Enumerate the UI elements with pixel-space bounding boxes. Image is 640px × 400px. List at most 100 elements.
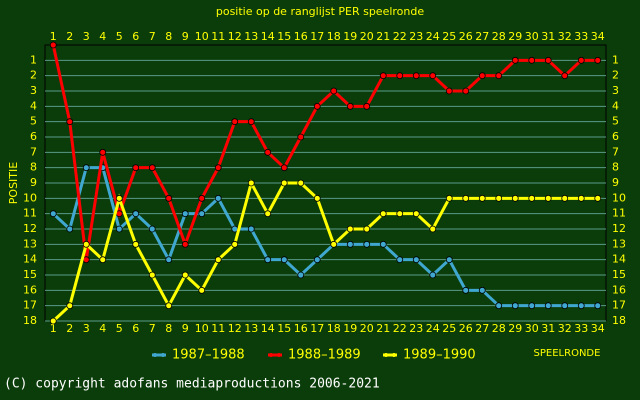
legend-marker: [161, 353, 165, 357]
y-tick-label: 16: [23, 283, 37, 296]
point: [99, 148, 107, 156]
legend-marker: [269, 353, 273, 357]
x-tick-label-top: 24: [426, 30, 440, 43]
x-tick-label: 2: [66, 322, 73, 335]
x-tick-label-top: 15: [277, 30, 291, 43]
point: [280, 179, 288, 187]
x-tick-label: 31: [541, 322, 555, 335]
y-tick-label-right: 18: [612, 314, 626, 327]
point: [132, 240, 140, 248]
point: [214, 256, 222, 264]
point: [231, 240, 239, 248]
point: [528, 194, 536, 202]
x-tick-label-top: 2: [66, 30, 73, 43]
y-tick-label-right: 4: [612, 99, 619, 112]
chart-title: positie op de ranglijst PER speelronde: [216, 5, 425, 18]
x-tick-label-top: 11: [211, 30, 225, 43]
point: [198, 194, 206, 202]
y-tick-label: 9: [30, 176, 37, 189]
x-tick-label: 10: [195, 322, 209, 335]
point: [462, 194, 470, 202]
y-tick-label: 14: [23, 253, 37, 266]
point: [528, 302, 536, 310]
x-tick-label-top: 20: [360, 30, 374, 43]
point: [511, 56, 519, 64]
x-tick-label: 17: [310, 322, 324, 335]
y-tick-label-right: 1: [612, 53, 619, 66]
point: [396, 72, 404, 80]
x-tick-label: 28: [492, 322, 506, 335]
y-tick-label: 8: [30, 161, 37, 174]
point: [346, 225, 354, 233]
x-tick-label-top: 1: [50, 30, 57, 43]
x-tick-label-top: 16: [294, 30, 308, 43]
y-tick-label: 3: [30, 84, 37, 97]
y-tick-label: 18: [23, 314, 37, 327]
point: [231, 118, 239, 126]
legend-label: 1989–1990: [403, 348, 476, 363]
series-line: [52, 178, 598, 323]
x-tick-label-top: 21: [376, 30, 390, 43]
y-tick-label-right: 11: [612, 207, 626, 220]
x-tick-label: 5: [116, 322, 123, 335]
point: [379, 210, 387, 218]
x-tick-label: 3: [83, 322, 90, 335]
point: [280, 256, 288, 264]
point: [478, 194, 486, 202]
x-tick-label-top: 32: [558, 30, 572, 43]
point: [82, 164, 90, 172]
point: [66, 225, 74, 233]
point: [445, 256, 453, 264]
x-tick-label: 8: [165, 322, 172, 335]
x-tick-label-top: 13: [244, 30, 258, 43]
x-tick-label: 11: [211, 322, 225, 335]
point: [594, 56, 602, 64]
x-tick-label: 25: [442, 322, 456, 335]
point: [577, 194, 585, 202]
point: [445, 194, 453, 202]
y-tick-label: 5: [30, 115, 37, 128]
point: [544, 302, 552, 310]
x-tick-label-top: 10: [195, 30, 209, 43]
point: [412, 256, 420, 264]
point: [478, 286, 486, 294]
point: [198, 210, 206, 218]
x-tick-label-top: 19: [343, 30, 357, 43]
x-axis-label: SPEELRONDE: [534, 348, 601, 359]
x-tick-label: 21: [376, 322, 390, 335]
x-tick-label: 19: [343, 322, 357, 335]
x-tick-label: 7: [149, 322, 156, 335]
y-tick-label: 17: [23, 299, 37, 312]
point: [412, 72, 420, 80]
point: [132, 210, 140, 218]
x-tick-label-top: 8: [165, 30, 172, 43]
y-tick-label-right: 7: [612, 145, 619, 158]
point: [181, 240, 189, 248]
point: [165, 302, 173, 310]
x-tick-label: 34: [591, 322, 605, 335]
y-tick-label: 12: [23, 222, 37, 235]
point: [577, 302, 585, 310]
y-tick-label: 15: [23, 268, 37, 281]
y-tick-label-right: 16: [612, 283, 626, 296]
x-tick-label: 14: [261, 322, 275, 335]
y-tick-label: 4: [30, 99, 37, 112]
point: [561, 194, 569, 202]
y-tick-label-right: 6: [612, 130, 619, 143]
point: [396, 256, 404, 264]
point: [363, 240, 371, 248]
y-tick-label: 2: [30, 69, 37, 82]
point: [132, 164, 140, 172]
x-tick-label-top: 5: [116, 30, 123, 43]
point: [264, 210, 272, 218]
x-tick-label-top: 17: [310, 30, 324, 43]
x-tick-label-top: 28: [492, 30, 506, 43]
point: [115, 225, 123, 233]
point: [297, 179, 305, 187]
y-tick-label-right: 8: [612, 161, 619, 174]
point: [478, 72, 486, 80]
point: [313, 194, 321, 202]
point: [214, 194, 222, 202]
point: [511, 302, 519, 310]
